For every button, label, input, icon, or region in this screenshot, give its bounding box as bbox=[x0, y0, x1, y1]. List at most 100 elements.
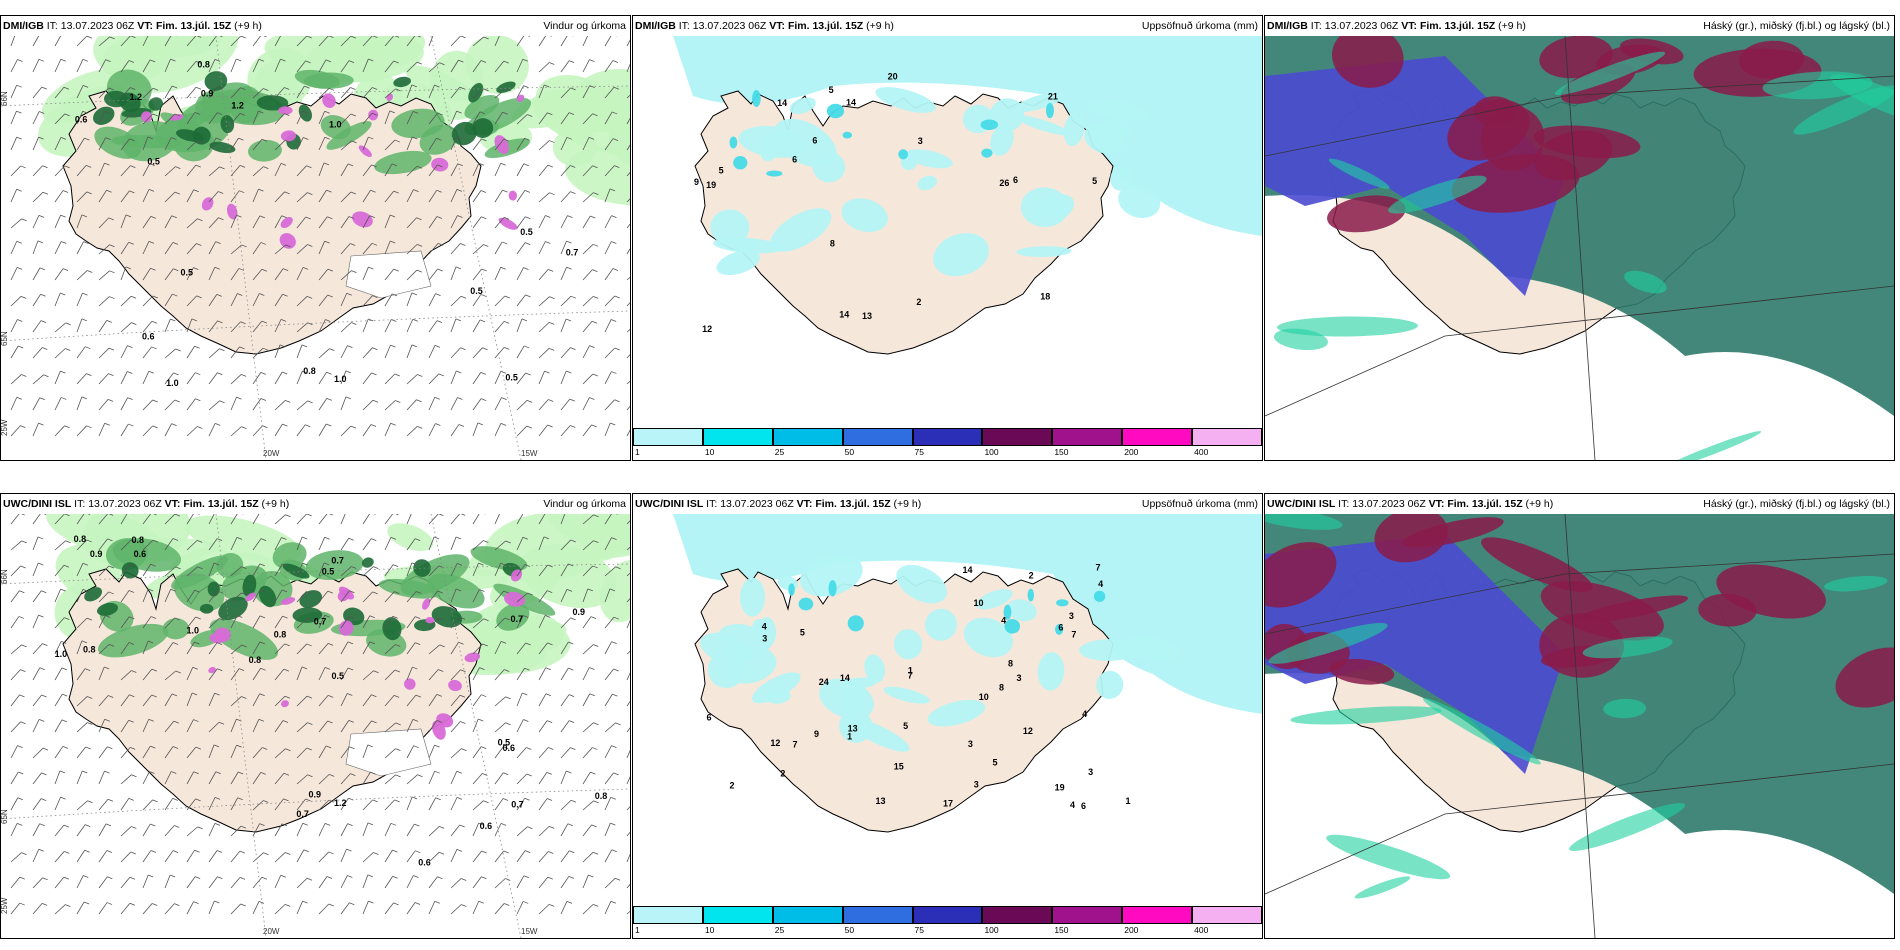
precip-value-label: 0.6 bbox=[134, 549, 147, 559]
valid-time: Fim. 13.júl. 15Z bbox=[1419, 20, 1496, 32]
panel-header: UWC/DINI ISL IT: 13.07.2023 06Z VT: Fim.… bbox=[1, 494, 630, 514]
colorbar-swatch bbox=[702, 906, 773, 924]
precip-value-label: 0.6 bbox=[418, 858, 431, 868]
accum-value-label: 3 bbox=[918, 136, 923, 146]
accum-value-label: 4 bbox=[1082, 709, 1087, 719]
accum-value-label: 6 bbox=[1013, 175, 1018, 185]
model-name: DMI/IGB bbox=[3, 20, 44, 32]
init-time: 13.07.2023 06Z bbox=[60, 20, 135, 32]
colorbar-tick: 75 bbox=[914, 925, 925, 935]
panel-title: Háský (gr.), miðský (fj.bl.) og lágský (… bbox=[1703, 498, 1890, 510]
accum-value-label: 5 bbox=[1092, 176, 1097, 186]
precip-value-label: 0.5 bbox=[520, 227, 533, 237]
accum-value-label: 3 bbox=[1016, 673, 1021, 683]
accum-value-label: 7 bbox=[1071, 630, 1076, 640]
accum-value-label: 3 bbox=[1088, 767, 1093, 777]
valid-time: Fim. 13.júl. 15Z bbox=[787, 20, 864, 32]
model-name: DMI/IGB bbox=[635, 20, 676, 32]
panel-uwc-clouds: UWC/DINI ISL IT: 13.07.2023 06Z VT: Fim.… bbox=[1264, 493, 1895, 939]
axis-label: 65N bbox=[1, 809, 9, 824]
accum-value-label: 3 bbox=[1069, 611, 1074, 621]
axis-label: 15W bbox=[521, 927, 538, 936]
colorbar-swatch bbox=[1052, 906, 1123, 924]
colorbar-swatch bbox=[982, 428, 1053, 446]
precip-value-label: 1.0 bbox=[166, 378, 179, 388]
accum-value-label: 13 bbox=[862, 311, 872, 321]
accum-value-label: 20 bbox=[888, 72, 898, 82]
map-canvas: 66N 65N 25W 20W 15W 0.6 0.8 1.2 1.0 0.9 1.2 0.5 0.6 0… bbox=[1, 36, 630, 460]
accum-value-label: 7 bbox=[792, 740, 797, 750]
accum-value-label: 18 bbox=[1040, 292, 1050, 302]
colorbar-tick: 10 bbox=[704, 925, 715, 935]
accum-value-label: 4 bbox=[1098, 579, 1103, 589]
precip-value-label: 0.5 bbox=[322, 567, 335, 577]
valid-time: Fim. 13.júl. 15Z bbox=[183, 498, 259, 510]
colorbar-swatch bbox=[772, 906, 843, 924]
panel-header: DMI/IGB IT: 13.07.2023 06Z VT: Fim. 13.j… bbox=[1265, 16, 1894, 36]
panel-uwc-accum: UWC/DINI ISL IT: 13.07.2023 06Z VT: Fim.… bbox=[632, 493, 1263, 939]
map-plot[interactable]: 26 14 20 19 18 21 12 14 13 9 8 2 5 5 3 6 5 6 6 14 1 10 25 50 75… bbox=[633, 36, 1262, 460]
map-plot[interactable]: 1 14 19 13 12 15 10 24 13 8 9 6 4 5 10 7 7 17 7 3 4 14 8 3 5 2 3 4 1… bbox=[633, 514, 1262, 938]
axis-label: 20W bbox=[263, 927, 280, 936]
colorbar-swatch bbox=[633, 906, 703, 924]
colorbar-tick: 50 bbox=[844, 925, 855, 935]
model-name: UWC/DINI ISL bbox=[635, 498, 704, 510]
accum-value-label: 8 bbox=[830, 239, 835, 249]
accum-value-label: 4 bbox=[1001, 615, 1006, 625]
panel-title: Vindur og úrkoma bbox=[543, 498, 626, 510]
accum-value-label: 1 bbox=[847, 732, 852, 742]
panel-uwc-wind: UWC/DINI ISL IT: 13.07.2023 06Z VT: Fim.… bbox=[0, 493, 631, 939]
colorbar-tick: 1 bbox=[635, 447, 640, 457]
colorbar-swatch bbox=[1122, 906, 1193, 924]
map-plot[interactable]: 66N 65N 25W 20W 15W 0.6 0.8 1.2 1.0 0.9 1.2 0.5 0.6 0… bbox=[1, 36, 630, 460]
accum-value-label: 2 bbox=[730, 781, 735, 791]
accum-value-label: 5 bbox=[800, 627, 805, 637]
precip-value-label: 1.0 bbox=[55, 649, 68, 659]
precip-value-label: 0.5 bbox=[505, 373, 518, 383]
panel-header: UWC/DINI ISL IT: 13.07.2023 06Z VT: Fim.… bbox=[633, 494, 1262, 514]
accum-value-label: 13 bbox=[848, 723, 858, 733]
model-name: UWC/DINI ISL bbox=[1267, 498, 1336, 510]
accum-value-label: 10 bbox=[979, 692, 989, 702]
accum-value-label: 4 bbox=[762, 621, 767, 631]
accum-value-label: 3 bbox=[974, 780, 979, 790]
valid-time: Fim. 13.júl. 15Z bbox=[815, 498, 891, 510]
colorbar-tick: 25 bbox=[774, 925, 785, 935]
precip-value-label: 0.8 bbox=[249, 655, 262, 665]
accum-value-label: 14 bbox=[840, 673, 850, 683]
accum-value-label: 12 bbox=[770, 738, 780, 748]
map-plot[interactable] bbox=[1265, 514, 1894, 938]
accum-value-label: 6 bbox=[792, 154, 797, 164]
precip-value-label: 0.7 bbox=[331, 556, 344, 566]
map-plot[interactable] bbox=[1265, 36, 1894, 460]
accum-value-label: 8 bbox=[1008, 658, 1013, 668]
colorbar-tick: 75 bbox=[914, 447, 925, 457]
accum-value-label: 3 bbox=[968, 739, 973, 749]
precip-value-label: 0.8 bbox=[83, 645, 96, 655]
accum-value-label: 19 bbox=[706, 180, 716, 190]
precip-value-label: 0.7 bbox=[296, 809, 309, 819]
panel-title: Uppsöfnuð úrkoma (mm) bbox=[1141, 498, 1258, 510]
accum-value-label: 17 bbox=[943, 799, 953, 809]
axis-label: 25W bbox=[1, 897, 9, 914]
axis-label: 66N bbox=[1, 91, 9, 106]
colorbar-tick: 10 bbox=[704, 447, 715, 457]
accum-value-label: 12 bbox=[702, 324, 712, 334]
panel-title: Uppsöfnuð úrkoma (mm) bbox=[1141, 20, 1258, 32]
colorbar-swatch bbox=[1192, 428, 1262, 446]
precip-value-label: 1.2 bbox=[130, 92, 143, 102]
precip-value-label: 0.5 bbox=[470, 286, 483, 296]
accum-value-label: 3 bbox=[762, 634, 767, 644]
accum-value-label: 21 bbox=[1048, 91, 1058, 101]
accum-value-label: 4 bbox=[1070, 800, 1075, 810]
init-time: 13.07.2023 06Z bbox=[1324, 20, 1399, 32]
init-time: 13.07.2023 06Z bbox=[1352, 498, 1426, 510]
precip-value-label: 1.0 bbox=[329, 119, 342, 129]
precip-value-label: 0.7 bbox=[511, 614, 524, 624]
model-name: DMI/IGB bbox=[1267, 20, 1308, 32]
colorbar-tick: 200 bbox=[1124, 925, 1139, 935]
precip-value-label: 0.9 bbox=[90, 549, 103, 559]
map-plot[interactable]: 66N 65N 25W 20W 15W 0.8 0.7 0.9 0.8 1.2 0.7 0.6 0.5 0… bbox=[1, 514, 630, 938]
accum-value-label: 12 bbox=[1023, 726, 1033, 736]
